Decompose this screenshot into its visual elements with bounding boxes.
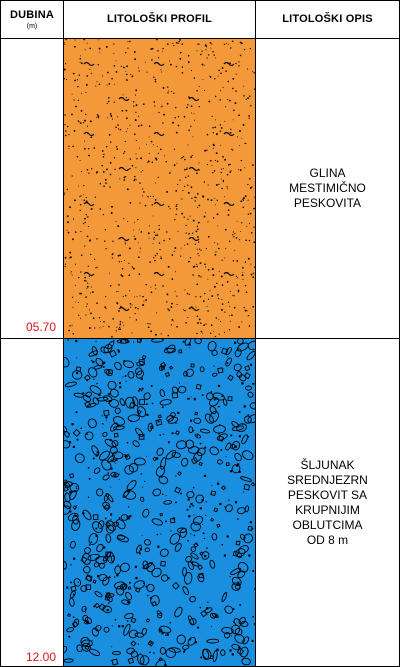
layer-gravel-pattern — [64, 339, 255, 666]
profile-title: LITOLOŠKI PROFIL — [106, 13, 213, 25]
layer-description: ŠLJUNAK SREDNJEZRN PESKOVIT SA KRUPNIJIM… — [255, 339, 400, 666]
layer-description: GLINA MESTIMIČNO PESKOVITA — [255, 39, 400, 338]
layer-description-text: GLINA MESTIMIČNO PESKOVITA — [289, 166, 366, 210]
depth-title: DUBINA — [10, 8, 54, 21]
gravel-hatch — [64, 339, 255, 666]
description-column-header: LITOLOŠKI OPIS — [255, 0, 400, 38]
sandy-clay-hatch — [64, 39, 255, 338]
layer-description-text: ŠLJUNAK SREDNJEZRN PESKOVIT SA KRUPNIJIM… — [287, 457, 368, 547]
description-title: LITOLOŠKI OPIS — [282, 13, 373, 25]
layer-depth-label: 05.70 — [25, 320, 56, 334]
layer-clay-pattern — [64, 39, 255, 338]
depth-unit: (m) — [26, 22, 38, 30]
profile-column-header: LITOLOŠKI PROFIL — [64, 0, 255, 38]
depth-column-header: DUBINA (m) — [0, 0, 64, 38]
layer-depth-label: 12.00 — [25, 650, 56, 664]
